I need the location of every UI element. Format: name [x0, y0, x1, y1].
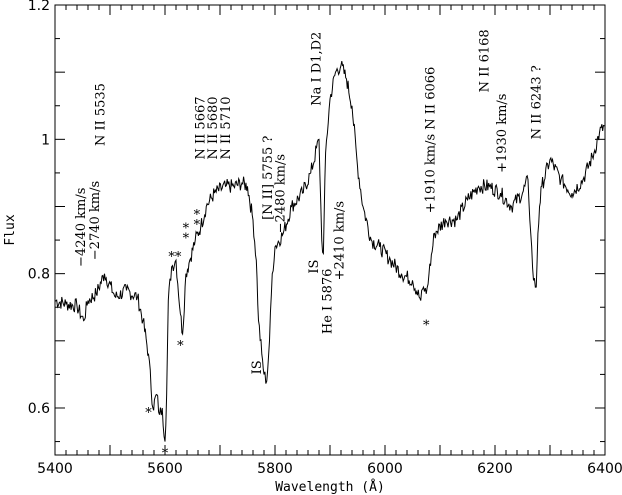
star-marker: *: [177, 339, 184, 354]
y-tick-label: 0.6: [28, 401, 50, 417]
axis-tick-labels: 5400 5600 5800 6000 6200 6400 0.6 0.8 1 1.2: [28, 0, 622, 477]
x-axis-label: Wavelength (Å): [275, 479, 385, 495]
star-marker: *: [183, 221, 190, 236]
annotation-label: He I 5876: [321, 269, 336, 335]
x-tick-label: 5400: [37, 461, 73, 477]
annotation-label: [N II] 5755 ?: [261, 136, 276, 220]
x-tick-label: 6400: [587, 461, 622, 477]
y-tick-label: 1.2: [28, 0, 50, 14]
annotation-label: +1910 km/s N II 6066: [424, 67, 439, 214]
annotation-label: N II 5667: [194, 96, 209, 159]
spectrum-line: [54, 61, 606, 442]
annotation-label: N II 5535: [94, 83, 109, 146]
annotation-label: −2480 km/s: [273, 154, 288, 233]
annotation-label: −4240 km/s: [74, 188, 89, 267]
axis-ticks: [54, 4, 606, 455]
annotation-label: Na I D1,D2: [310, 32, 325, 106]
annotation-label: N II 5680: [206, 96, 221, 159]
x-tick-label: 5600: [147, 461, 183, 477]
y-axis-label: Flux: [3, 214, 18, 245]
annotation-label: N II 5710: [219, 96, 234, 159]
x-tick-label: 6200: [477, 461, 513, 477]
annotation-label: −2740 km/s: [88, 181, 103, 260]
line-annotations: N II 5535−4240 km/s−2740 km/sN II 5667N …: [74, 29, 544, 374]
star-marker: *: [183, 231, 190, 246]
plot-frame: [54, 4, 606, 456]
y-tick-label: 1: [41, 132, 50, 148]
star-marker: *: [194, 218, 201, 233]
star-marker: *: [194, 208, 201, 223]
x-tick-label: 6000: [367, 461, 403, 477]
star-markers: ******* ***: [145, 208, 430, 461]
annotation-label: IS: [250, 360, 265, 374]
x-tick-label: 5800: [257, 461, 293, 477]
annotation-label: +1930 km/s: [495, 94, 510, 173]
star-marker: *: [145, 406, 152, 421]
annotation-label: N II 6243 ?: [530, 65, 545, 139]
star-marker: **: [168, 250, 182, 265]
star-marker: *: [423, 319, 430, 334]
y-tick-label: 0.8: [28, 267, 50, 283]
annotation-label: IS: [307, 260, 322, 274]
star-marker: *: [162, 446, 169, 461]
annotation-label: +2410 km/s: [333, 201, 348, 280]
annotation-label: N II 6168: [477, 29, 492, 92]
